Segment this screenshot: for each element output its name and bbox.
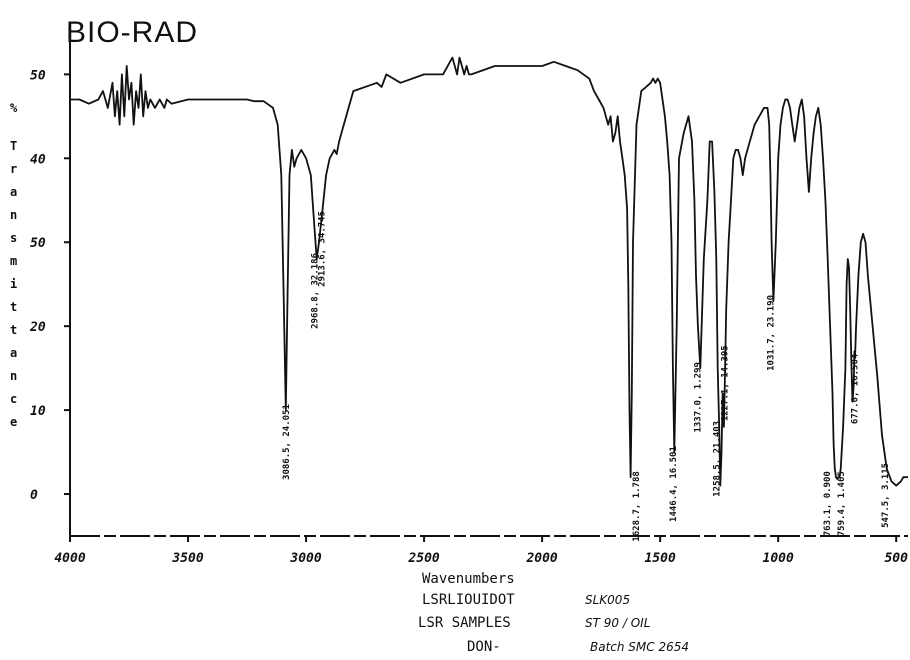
peak-label: 677.0, 16.504 [850,353,860,424]
x-ticks: 4000 3500 3000 2500 2000 1500 1000 500 [54,536,908,566]
x-tick-label: 4000 [54,551,85,566]
peak-label: 2913.6, 34.745 [317,211,327,287]
y-axis-label-letter: T [10,139,17,153]
y-tick-label: 0 [30,488,38,503]
y-axis-label-letter: n [10,369,17,383]
peak-label: 759.4, 1.465 [837,471,847,536]
y-tick-label: 50 [30,68,46,83]
y-tick-label: 40 [30,152,46,167]
handwritten-note-1: SLK005 [585,593,630,607]
y-axis-label-letter: n [10,208,17,222]
y-axis-label-letter: e [10,415,17,429]
y-tick-label: 50 [30,236,46,251]
footer-line-2: LSR SAMPLES [418,615,511,631]
peak-label: 1258.5, 21.403 [712,421,722,497]
y-axis-label-letter: t [10,300,17,314]
peak-label: 547.5, 3.115 [881,463,891,528]
y-ticks: 0 10 20 50 40 50 [29,68,70,503]
peak-label: 1337.0, 1.299 [693,362,703,432]
footer: Wavenumbers LSRLIOUIDOT LSR SAMPLES DON-… [418,571,689,655]
spectrum-line [70,56,908,487]
x-tick-label: 3000 [289,551,321,566]
handwritten-note-3: Batch SMC 2654 [590,640,689,654]
y-axis-label-letter: a [10,185,17,199]
y-axis-label-letter: m [10,254,17,268]
y-axis-label-letter: r [10,162,17,176]
y-axis-label-letter: a [10,346,17,360]
peak-label: 3086.5, 24.051 [282,404,292,480]
peak-label: 763.1, 0.900 [823,471,833,536]
peak-label: 1031.7, 23.190 [766,295,776,371]
peak-label: 1227.1, 14.395 [720,345,730,421]
x-tick-label: 2500 [407,551,439,566]
x-tick-label: 1000 [763,551,794,566]
x-tick-label: 500 [884,551,908,566]
x-axis-title: Wavenumbers [422,571,515,587]
handwritten-note-2: ST 90 / OIL [585,616,650,630]
y-axis-label-letter: c [10,392,17,406]
y-axis-label-letter: s [10,231,17,245]
peak-label: 1446.4, 16.501 [669,446,679,522]
chart-title: BIO-RAD [66,16,198,49]
footer-line-3: DON- [467,639,501,655]
peak-label: 1628.7, 1.788 [632,471,642,541]
x-tick-label: 3500 [171,551,203,566]
y-axis-label-letter: i [10,277,17,291]
y-tick-label: 20 [29,320,46,335]
peak-label: 2968.8, 32.186 [310,253,320,329]
x-tick-label: 2000 [525,551,557,566]
footer-line-1: LSRLIOUIDOT [422,592,515,608]
y-axis-label-letter: t [10,323,17,337]
y-axis-unit: % [10,101,18,115]
x-tick-label: 1500 [644,551,675,566]
y-tick-label: 10 [30,404,46,419]
